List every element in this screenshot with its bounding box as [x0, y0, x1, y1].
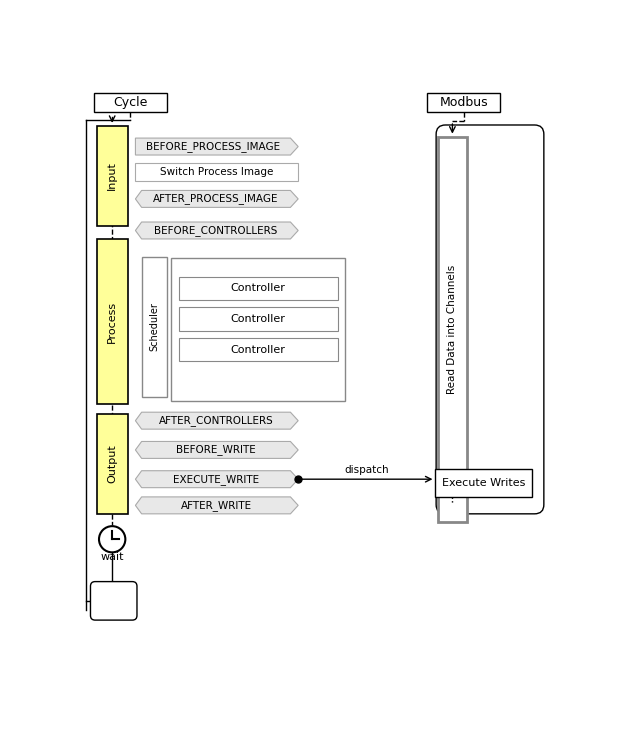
Text: Output: Output: [107, 445, 117, 483]
Polygon shape: [136, 471, 298, 488]
Bar: [435, 469, 533, 497]
Text: BEFORE_CONTROLLERS: BEFORE_CONTROLLERS: [154, 225, 278, 236]
Bar: [171, 258, 345, 400]
FancyBboxPatch shape: [90, 582, 137, 620]
Polygon shape: [136, 412, 298, 429]
Text: AFTER_CONTROLLERS: AFTER_CONTROLLERS: [159, 415, 273, 426]
Text: EXECUTE_WRITE: EXECUTE_WRITE: [173, 474, 259, 485]
Bar: [94, 93, 167, 112]
Polygon shape: [136, 190, 298, 207]
Text: Read Data into Channels: Read Data into Channels: [447, 264, 457, 394]
Text: Modbus: Modbus: [440, 96, 488, 110]
Text: Controller: Controller: [231, 314, 286, 324]
Bar: [97, 126, 127, 226]
Text: Input: Input: [107, 161, 117, 190]
Text: Scheduler: Scheduler: [150, 303, 159, 352]
Text: AFTER_PROCESS_IMAGE: AFTER_PROCESS_IMAGE: [154, 193, 279, 204]
Text: wait: wait: [101, 552, 124, 562]
Text: AFTER_WRITE: AFTER_WRITE: [180, 500, 252, 511]
Bar: [427, 93, 501, 112]
Polygon shape: [136, 222, 298, 239]
Text: BEFORE_PROCESS_IMAGE: BEFORE_PROCESS_IMAGE: [146, 141, 280, 152]
Text: dispatch: dispatch: [345, 465, 389, 474]
Polygon shape: [136, 138, 298, 155]
Text: Process: Process: [107, 300, 117, 343]
Bar: [438, 137, 467, 522]
Text: Controller: Controller: [231, 345, 286, 354]
Bar: [97, 239, 127, 405]
Bar: [179, 308, 338, 331]
Text: Controller: Controller: [231, 283, 286, 293]
Text: Execute Writes: Execute Writes: [442, 478, 526, 488]
Bar: [141, 257, 167, 397]
Bar: [136, 163, 298, 181]
Bar: [97, 414, 127, 514]
Text: Switch Process Image: Switch Process Image: [160, 167, 273, 177]
Circle shape: [99, 526, 125, 552]
Bar: [179, 277, 338, 300]
Text: BEFORE_WRITE: BEFORE_WRITE: [176, 445, 256, 455]
Text: Cycle: Cycle: [113, 96, 148, 110]
Polygon shape: [136, 442, 298, 458]
Bar: [179, 338, 338, 361]
Polygon shape: [136, 497, 298, 514]
